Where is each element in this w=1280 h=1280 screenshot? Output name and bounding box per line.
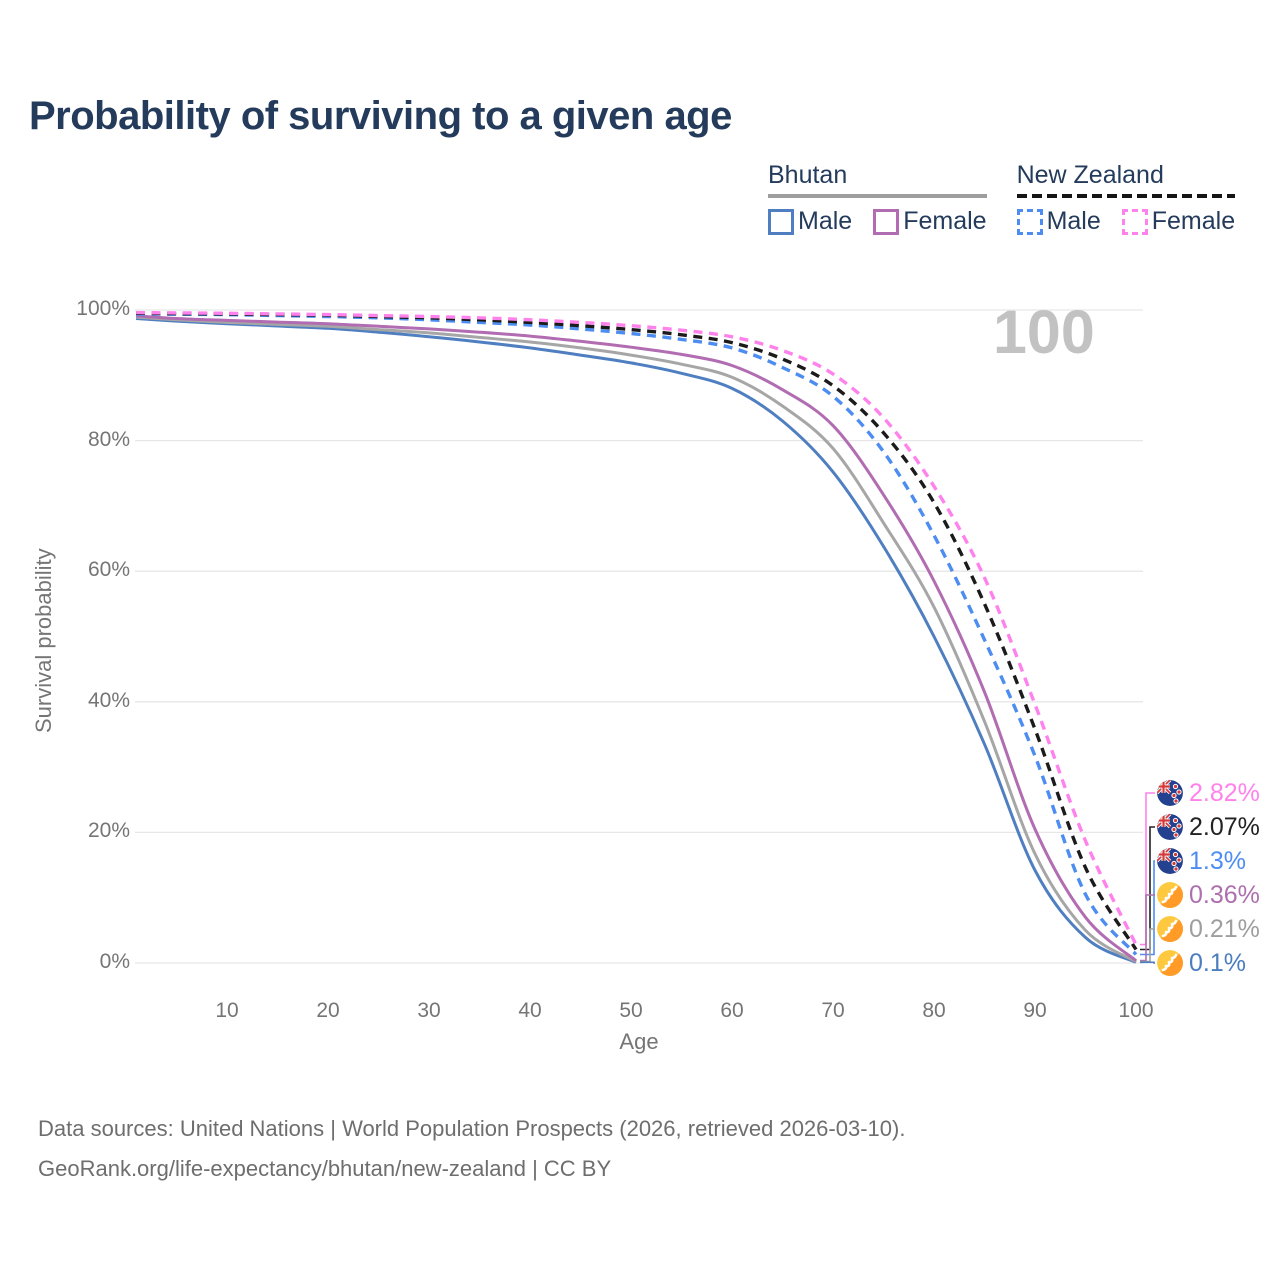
x-tick-label: 100	[1118, 999, 1154, 1022]
legend-linestyle-solid-sample	[768, 194, 987, 198]
legend-item-bhutan-female[interactable]: Female	[873, 207, 987, 236]
curve-new-zealand-female	[136, 310, 1138, 946]
y-tick-label: 40%	[87, 688, 130, 712]
legend: Bhutan Male Female New Zealand Male Fema…	[768, 161, 1236, 236]
legend-item-label: Female	[1151, 207, 1236, 235]
x-tick-label: 50	[619, 999, 643, 1022]
legend-item-nz-female[interactable]: Female	[1121, 207, 1236, 236]
bhutan-flag-icon	[1157, 882, 1183, 908]
legend-item-bhutan-male[interactable]: Male	[768, 207, 852, 236]
end-label-connector	[1140, 792, 1155, 946]
x-tick-label: 30	[417, 999, 441, 1022]
legend-group-title-bhutan: Bhutan	[768, 161, 848, 189]
end-label-new-zealand-male: 1.3%	[1156, 846, 1246, 876]
end-label-connector	[1140, 860, 1155, 956]
end-label-new-zealand-female: 2.82%	[1156, 778, 1260, 808]
footer: Data sources: United Nations | World Pop…	[38, 1109, 1238, 1189]
x-tick-label: 60	[720, 999, 744, 1022]
legend-group-title-new-zealand: New Zealand	[1016, 161, 1164, 189]
legend-checkbox-nz-female[interactable]	[1121, 208, 1148, 235]
end-label-bhutan-both-sexes: 0.21%	[1156, 914, 1260, 944]
y-tick-label: 60%	[87, 558, 130, 582]
legend-item-label: Male	[1046, 207, 1101, 235]
end-label-value: 0.1%	[1189, 948, 1246, 977]
legend-checkbox-nz-male[interactable]	[1016, 208, 1043, 235]
end-label-value: 0.36%	[1189, 880, 1260, 909]
y-tick-label: 100%	[76, 297, 130, 320]
footer-attribution: GeoRank.org/life-expectancy/bhutan/new-z…	[38, 1156, 612, 1181]
curve-bhutan-both-sexes	[136, 315, 1137, 963]
y-tick-label: 0%	[99, 950, 130, 973]
legend-group-new-zealand: New Zealand Male Female	[1016, 161, 1236, 236]
end-label-value: 2.82%	[1189, 778, 1260, 807]
new-zealand-flag-icon	[1157, 780, 1183, 806]
legend-group-bhutan: Bhutan Male Female	[768, 161, 987, 236]
x-tick-label: 90	[1023, 999, 1047, 1022]
x-axis-title: Age	[619, 1029, 659, 1054]
bhutan-flag-icon	[1157, 950, 1183, 976]
end-label-value: 2.07%	[1189, 812, 1260, 841]
curve-bhutan-female	[136, 314, 1137, 962]
end-label-bhutan-female: 0.36%	[1156, 880, 1260, 910]
x-tick-label: 80	[922, 999, 946, 1022]
curve-new-zealand-male	[136, 312, 1138, 956]
legend-checkbox-bhutan-male[interactable]	[768, 208, 794, 235]
x-tick-label: 20	[316, 999, 340, 1022]
legend-checkbox-bhutan-female[interactable]	[873, 208, 900, 235]
new-zealand-flag-icon	[1157, 814, 1183, 840]
legend-linestyle-dashed-sample	[1016, 194, 1236, 198]
page-title: Probability of surviving to a given age	[29, 94, 732, 138]
x-tick-label: 40	[518, 999, 542, 1022]
curve-new-zealand-both-sexes	[136, 311, 1138, 951]
hover-age-watermark: 100	[993, 298, 1095, 366]
end-label-value: 0.21%	[1189, 914, 1260, 943]
curve-bhutan-male	[136, 316, 1137, 964]
end-label-connector	[1140, 894, 1155, 962]
legend-item-nz-male[interactable]: Male	[1016, 207, 1101, 236]
end-label-bhutan-male: 0.1%	[1156, 948, 1246, 978]
end-label-connector	[1140, 826, 1155, 951]
end-label-value: 1.3%	[1189, 846, 1246, 875]
y-tick-label: 80%	[87, 427, 130, 451]
legend-item-label: Male	[798, 207, 853, 235]
legend-item-label: Female	[903, 207, 987, 235]
footer-data-sources: Data sources: United Nations | World Pop…	[38, 1116, 906, 1141]
end-label-connector	[1140, 961, 1155, 964]
x-tick-label: 70	[821, 999, 845, 1022]
x-tick-label: 10	[215, 999, 239, 1022]
bhutan-flag-icon	[1157, 916, 1183, 942]
end-label-new-zealand-both-sexes: 2.07%	[1156, 812, 1260, 842]
new-zealand-flag-icon	[1157, 848, 1183, 874]
y-tick-label: 20%	[87, 819, 130, 843]
